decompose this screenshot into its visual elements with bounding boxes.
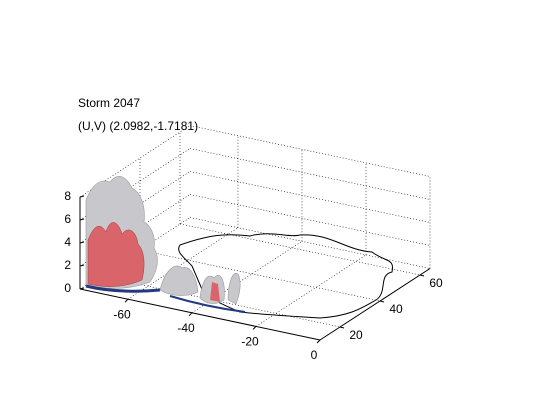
z-tick xyxy=(79,241,85,244)
x-tick-label: -20 xyxy=(241,335,259,349)
x-tick-label: -40 xyxy=(177,321,195,335)
y-tick xyxy=(379,300,385,303)
y-tick xyxy=(419,274,425,277)
grid-line xyxy=(189,125,431,177)
chart-title: Storm 2047 xyxy=(78,96,140,110)
y-tick xyxy=(339,326,345,329)
grid-line xyxy=(179,223,421,276)
y-tick-label: 40 xyxy=(389,302,403,316)
x-tick-label: 0 xyxy=(311,348,318,362)
z-tick-label: 2 xyxy=(64,258,71,272)
storm-base xyxy=(85,284,161,293)
y-tick-label: 20 xyxy=(349,328,363,342)
chart-subtitle: (U,V) (2.0982,-1.7181) xyxy=(78,119,198,133)
z-tick xyxy=(79,218,85,221)
y-tick-label: 60 xyxy=(429,276,443,290)
grid-line xyxy=(139,249,381,302)
grid-line xyxy=(189,194,431,246)
z-tick-label: 4 xyxy=(64,235,71,249)
y-axis xyxy=(319,268,431,341)
z-tick xyxy=(79,195,85,198)
grid-line xyxy=(189,171,431,223)
z-tick xyxy=(79,264,85,267)
x-axis xyxy=(79,288,321,341)
x-tick-label: -60 xyxy=(113,307,131,321)
grid-line xyxy=(127,227,239,300)
grid-line xyxy=(189,148,431,200)
axes: -60 -40 -20 0 20 40 60 0 2 4 6 8 xyxy=(64,189,443,362)
storm-surface-inner xyxy=(87,222,145,287)
z-tick-label: 8 xyxy=(64,189,71,203)
x-tick xyxy=(316,339,321,344)
x-tick xyxy=(188,312,193,317)
z-tick xyxy=(79,287,85,290)
z-tick-label: 6 xyxy=(64,212,71,226)
storm-cell xyxy=(227,273,241,305)
x-tick xyxy=(252,326,257,330)
storm-base xyxy=(169,295,246,313)
grid-line xyxy=(99,275,341,328)
x-tick xyxy=(124,298,129,303)
storm-cell xyxy=(159,265,199,296)
storm-cell-core xyxy=(210,282,220,302)
z-tick-label: 0 xyxy=(64,281,71,295)
grid-line xyxy=(189,217,431,269)
